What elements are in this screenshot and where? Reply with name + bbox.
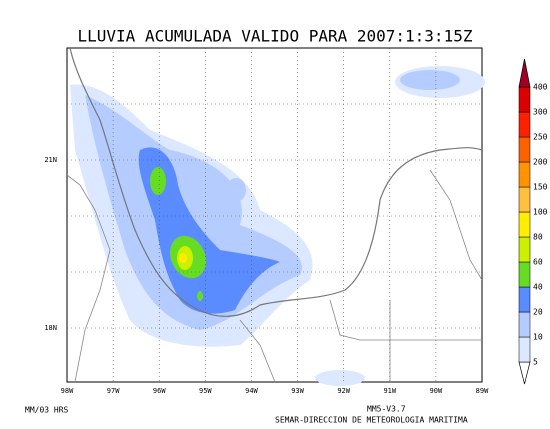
rain-field (400, 70, 460, 90)
footer-left: MM/03 HRS (25, 406, 69, 415)
rain-field (315, 370, 365, 386)
colorbar-label: 300 (533, 108, 548, 117)
colorbar-box (518, 286, 531, 313)
coastline (69, 47, 483, 317)
rain-field (179, 253, 187, 263)
colorbar-box (518, 161, 531, 188)
x-tick-label: 93W (291, 387, 304, 395)
x-tick-label: 94W (245, 387, 258, 395)
colorbar-box (518, 211, 531, 238)
y-tick-label: 18N (44, 324, 57, 332)
colorbar-label: 5 (533, 358, 538, 367)
x-tick-label: 91W (383, 387, 396, 395)
colorbar-arrow-high (518, 58, 531, 88)
colorbar-box (518, 86, 531, 113)
colorbar-box (518, 136, 531, 163)
colorbar-label: 150 (533, 183, 548, 192)
footer-model: MM5-V3.7 (367, 405, 406, 414)
colorbar-label: 100 (533, 208, 548, 217)
colorbar-arrow-low (518, 361, 531, 385)
rain-field (150, 167, 166, 195)
x-tick-label: 89W (476, 387, 489, 395)
y-tick-label: 21N (44, 156, 57, 164)
x-tick-label: 96W (153, 387, 166, 395)
title: LLUVIA ACUMULADA VALIDO PARA 2007:1:3:15… (78, 27, 473, 46)
colorbar-box (518, 336, 531, 363)
x-tick-label: 90W (430, 387, 443, 395)
colorbar-label: 10 (533, 333, 543, 342)
x-tick-label: 95W (199, 387, 212, 395)
colorbar-box (518, 261, 531, 288)
colorbar-label: 400 (533, 83, 548, 92)
colorbar-box (518, 186, 531, 213)
x-tick-label: 98W (61, 387, 74, 395)
colorbar-label: 20 (533, 308, 543, 317)
footer-credit: SEMAR-DIRECCION DE METEOROLOGIA MARITIMA (275, 416, 468, 425)
colorbar: 5 10 20 40 60 80 100 150 200 250 300 400 (518, 58, 548, 385)
colorbar-label: 200 (533, 158, 548, 167)
grid: 98W 97W 96W 95W 94W 93W 92W 91W 90W 89W 21N 18N (44, 48, 489, 395)
colorbar-label: 250 (533, 133, 548, 142)
colorbar-label: 40 (533, 283, 543, 292)
x-tick-label: 92W (337, 387, 350, 395)
colorbar-label: 60 (533, 258, 543, 267)
colorbar-label: 80 (533, 233, 543, 242)
colorbar-box (518, 311, 531, 338)
x-tick-label: 97W (107, 387, 120, 395)
rain-field (138, 147, 280, 314)
rain-field (197, 291, 203, 301)
colorbar-box (518, 236, 531, 263)
rain-field (226, 178, 246, 202)
border (66, 169, 483, 383)
colorbar-box (518, 111, 531, 138)
map-area (66, 47, 485, 386)
